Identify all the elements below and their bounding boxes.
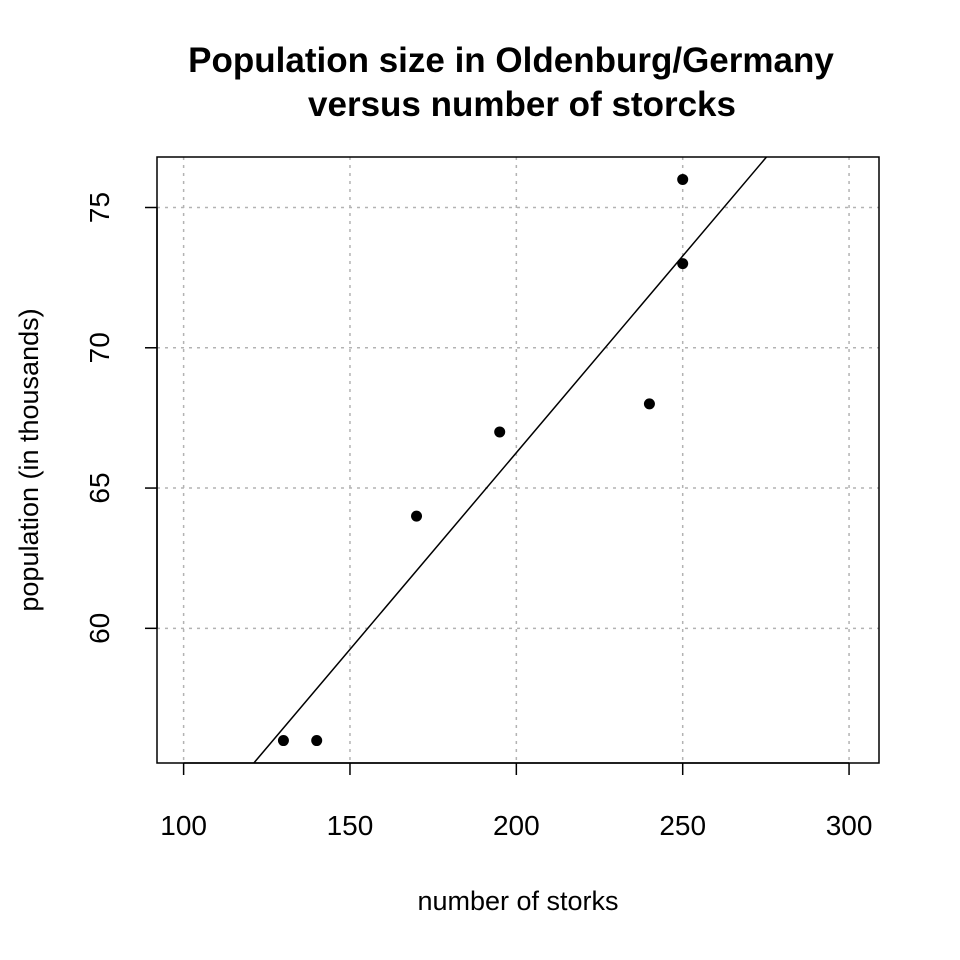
x-tick-label: 200 bbox=[493, 810, 540, 841]
data-point bbox=[494, 426, 506, 438]
regression-line bbox=[252, 157, 768, 763]
grid-lines bbox=[157, 157, 879, 763]
chart-title-line-2: versus number of storcks bbox=[308, 85, 736, 124]
data-point bbox=[277, 735, 289, 747]
y-axis: 60 65 70 75 bbox=[84, 192, 158, 644]
y-axis-label: population (in thousands) bbox=[14, 308, 44, 611]
y-tick-label: 70 bbox=[84, 332, 115, 363]
data-point bbox=[411, 510, 423, 522]
chart-title-line-1: Population size in Oldenburg/Germany bbox=[188, 41, 834, 80]
x-tick-label: 150 bbox=[327, 810, 374, 841]
x-tick-label: 250 bbox=[659, 810, 706, 841]
x-tick-label: 300 bbox=[826, 810, 873, 841]
x-axis: 100 150 200 250 300 bbox=[160, 762, 873, 841]
x-tick-label: 100 bbox=[160, 810, 207, 841]
y-tick-label: 60 bbox=[84, 613, 115, 644]
data-points bbox=[277, 173, 689, 747]
regression-line-group bbox=[252, 157, 768, 763]
data-point bbox=[643, 398, 655, 410]
plot-frame bbox=[156, 156, 880, 764]
data-point bbox=[677, 258, 689, 270]
x-axis-label: number of storks bbox=[417, 886, 618, 916]
data-point bbox=[311, 735, 323, 747]
y-tick-label: 75 bbox=[84, 192, 115, 223]
y-tick-label: 65 bbox=[84, 472, 115, 503]
data-point bbox=[677, 173, 689, 185]
